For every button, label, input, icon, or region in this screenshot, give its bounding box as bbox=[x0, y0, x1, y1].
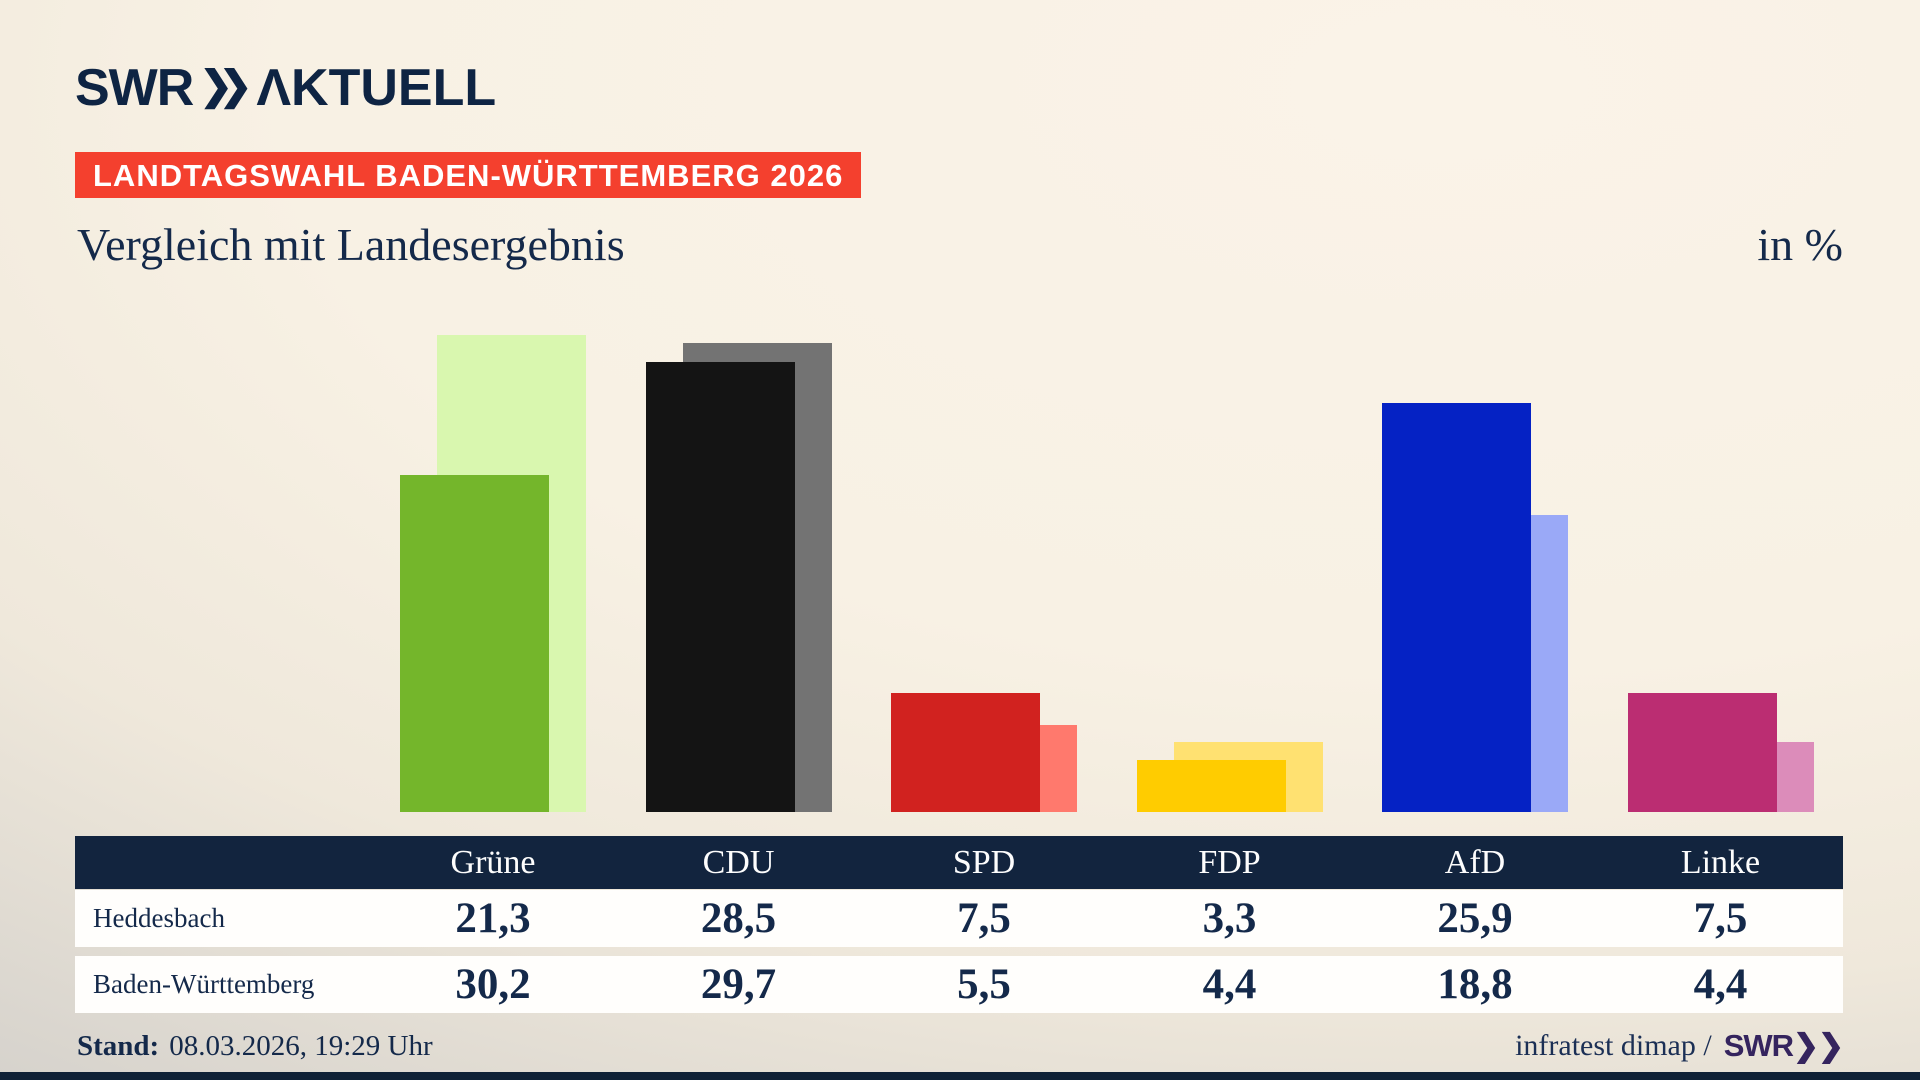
page-title: Vergleich mit Landesergebnis bbox=[77, 219, 625, 270]
value-cdu-baden-wurttemberg: 29,7 bbox=[700, 961, 777, 1008]
unit-label: in % bbox=[1757, 219, 1843, 270]
swr-logo-text: SWR bbox=[75, 59, 194, 117]
value-cdu-heddesbach: 28,5 bbox=[700, 895, 777, 942]
stand-label: Stand: bbox=[77, 1030, 160, 1062]
value-grune-baden-wurttemberg: 30,2 bbox=[455, 961, 531, 1008]
bar-afd-heddesbach bbox=[1382, 403, 1531, 812]
column-header-afd: AfD bbox=[1444, 844, 1506, 881]
source-text: infratest dimap / bbox=[1515, 1029, 1712, 1062]
value-afd-baden-wurttemberg: 18,8 bbox=[1437, 961, 1513, 1008]
bar-linke-heddesbach bbox=[1627, 693, 1777, 812]
column-header-fdp: FDP bbox=[1198, 844, 1261, 881]
source-credit: infratest dimap / SWR❯❯ bbox=[1515, 1028, 1844, 1064]
timestamp: Stand: 08.03.2026, 19:29 Uhr bbox=[77, 1030, 433, 1063]
table-row: Heddesbach 21,3 28,5 7,5 3,3 25,9 7,5 bbox=[75, 890, 1843, 947]
row-label-heddesbach: Heddesbach bbox=[93, 903, 225, 933]
value-fdp-baden-wurttemberg: 4,4 bbox=[1202, 961, 1257, 1008]
column-header-grune: Grüne bbox=[450, 844, 536, 881]
column-header-linke: Linke bbox=[1680, 844, 1761, 881]
title-row: Vergleich mit Landesergebnis in % bbox=[77, 216, 1843, 274]
value-spd-baden-wurttemberg: 5,5 bbox=[957, 961, 1011, 1008]
aktuell-logo-text: ΛKTUELL bbox=[256, 59, 497, 117]
stand-value: 08.03.2026, 19:29 Uhr bbox=[169, 1030, 433, 1062]
bar-fdp-heddesbach bbox=[1136, 760, 1286, 812]
swr-source-logo: SWR❯❯ bbox=[1723, 1028, 1844, 1063]
column-header-spd: SPD bbox=[952, 844, 1016, 881]
table-header-row: Grüne CDU SPD FDP AfD Linke bbox=[75, 836, 1843, 889]
value-linke-baden-wurttemberg: 4,4 bbox=[1693, 961, 1748, 1008]
bottom-accent-bar bbox=[0, 1072, 1920, 1080]
value-spd-heddesbach: 7,5 bbox=[957, 895, 1011, 942]
value-linke-heddesbach: 7,5 bbox=[1693, 895, 1748, 942]
bar-spd-heddesbach bbox=[891, 693, 1040, 812]
election-badge: LANDTAGSWAHL BADEN-WÜRTTEMBERG 2026 bbox=[75, 152, 862, 198]
table-row: Baden-Württemberg 30,2 29,7 5,5 4,4 18,8 4,4 bbox=[75, 956, 1843, 1013]
value-grune-heddesbach: 21,3 bbox=[455, 895, 531, 942]
bar-grune-heddesbach bbox=[400, 475, 549, 812]
value-fdp-heddesbach: 3,3 bbox=[1202, 895, 1257, 942]
column-header-cdu: CDU bbox=[702, 844, 775, 881]
swr-aktuell-logo: SWR ❯❯ ΛKTUELL bbox=[75, 59, 497, 117]
bar-cdu-heddesbach bbox=[645, 362, 795, 812]
value-afd-heddesbach: 25,9 bbox=[1437, 895, 1513, 942]
row-label-baden-wuerttemberg: Baden-Württemberg bbox=[93, 969, 315, 999]
